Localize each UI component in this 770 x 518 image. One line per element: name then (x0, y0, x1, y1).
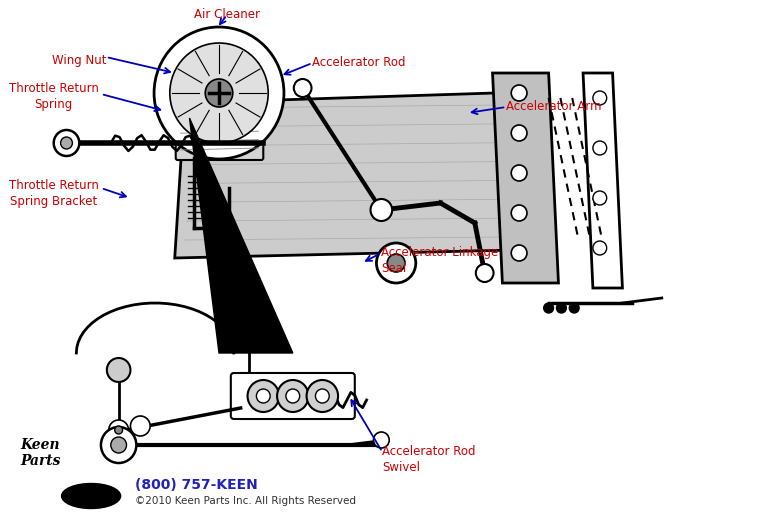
Circle shape (115, 426, 122, 434)
Circle shape (511, 85, 527, 101)
Circle shape (170, 43, 268, 143)
Text: Throttle Return
Spring Bracket: Throttle Return Spring Bracket (8, 179, 99, 208)
Circle shape (544, 303, 554, 313)
Circle shape (593, 91, 607, 105)
Polygon shape (189, 118, 293, 353)
Text: Accelerator Arm: Accelerator Arm (507, 100, 602, 113)
FancyBboxPatch shape (176, 100, 263, 160)
Circle shape (511, 205, 527, 221)
Circle shape (130, 416, 150, 436)
Circle shape (557, 303, 566, 313)
Circle shape (373, 432, 389, 448)
Circle shape (111, 437, 126, 453)
Circle shape (107, 358, 130, 382)
Circle shape (377, 243, 416, 283)
Text: ©2010 Keen Parts Inc. All Rights Reserved: ©2010 Keen Parts Inc. All Rights Reserve… (136, 496, 357, 506)
Text: (800) 757-KEEN: (800) 757-KEEN (136, 478, 258, 492)
Polygon shape (493, 73, 558, 283)
Circle shape (511, 165, 527, 181)
Circle shape (206, 79, 233, 107)
Circle shape (61, 137, 72, 149)
Circle shape (593, 241, 607, 255)
FancyBboxPatch shape (231, 373, 355, 419)
Circle shape (593, 191, 607, 205)
Text: Accelerator Linkage 
Seal: Accelerator Linkage Seal (381, 246, 502, 275)
Circle shape (569, 303, 579, 313)
Text: Wing Nut: Wing Nut (52, 54, 106, 67)
Text: Accelerator Rod
Swivel: Accelerator Rod Swivel (383, 445, 476, 474)
Circle shape (247, 380, 279, 412)
Circle shape (109, 420, 129, 440)
Circle shape (511, 125, 527, 141)
Text: Throttle Return
Spring: Throttle Return Spring (8, 82, 99, 111)
Circle shape (277, 380, 309, 412)
Circle shape (306, 380, 338, 412)
Circle shape (316, 389, 330, 403)
Circle shape (373, 201, 390, 219)
Circle shape (370, 199, 392, 221)
Circle shape (593, 141, 607, 155)
Circle shape (476, 264, 494, 282)
Circle shape (294, 79, 312, 97)
Circle shape (256, 389, 270, 403)
Circle shape (387, 254, 405, 272)
Circle shape (101, 427, 136, 463)
Polygon shape (583, 73, 622, 288)
Text: Accelerator Rod: Accelerator Rod (313, 56, 406, 69)
Ellipse shape (62, 483, 121, 509)
Text: Keen
Parts: Keen Parts (20, 438, 61, 468)
Circle shape (511, 245, 527, 261)
Circle shape (54, 130, 79, 156)
Polygon shape (175, 93, 514, 258)
Circle shape (154, 27, 284, 159)
Circle shape (286, 389, 300, 403)
Text: Air Cleaner: Air Cleaner (194, 8, 260, 21)
